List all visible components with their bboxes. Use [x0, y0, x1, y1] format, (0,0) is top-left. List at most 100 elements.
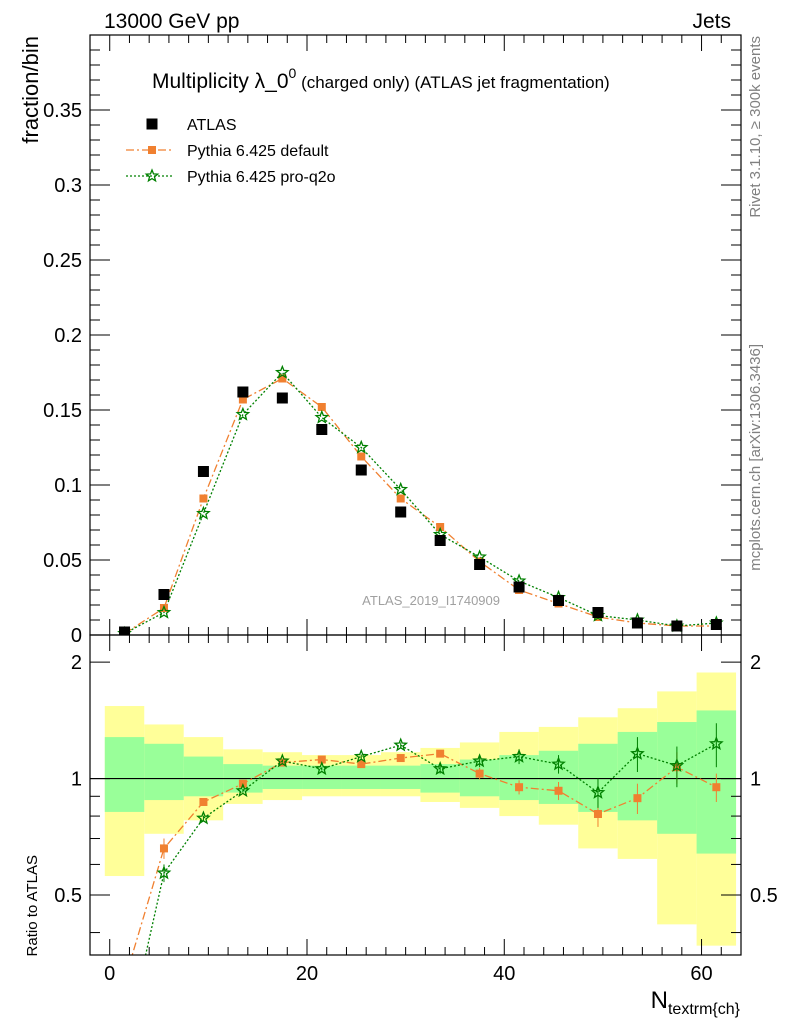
ratio-point-pythia-6-425-pro-q2o-1 [156, 865, 172, 880]
upper-y-tick-label-3: 0.15 [43, 400, 82, 422]
legend-marker-atlas [146, 118, 158, 130]
legend-label-default: Pythia 6.425 default [187, 143, 329, 160]
point-atlas-13 [631, 617, 643, 629]
ratio-point-pythia-6-425-default-9 [475, 769, 484, 778]
legend: ATLAS Pythia 6.425 default Pythia 6.425 … [126, 117, 336, 186]
point-atlas-15 [710, 619, 722, 630]
point-atlas-14 [671, 620, 683, 632]
ratio-point-pythia-6-425-pro-q2o-6 [353, 748, 369, 763]
upper-y-tick-label-2: 0.1 [54, 475, 82, 497]
x-axis-title-main: N [651, 987, 668, 1014]
point-atlas-6 [355, 464, 367, 476]
band-inner-2 [183, 756, 224, 797]
upper-y-tick-labels: 0 0.05 0.1 0.15 0.2 0.25 0.3 0.35 [43, 100, 82, 647]
ratio-point-pythia-6-425-pro-q2o-8 [432, 761, 448, 776]
x-tick-label-2: 40 [493, 963, 515, 985]
legend-label-proq2o: Pythia 6.425 pro-q2o [187, 169, 336, 186]
upper-y-tick-label-6: 0.3 [54, 175, 82, 197]
x-axis-title: Ntextrm{ch} [651, 987, 741, 1018]
ratio-point-pythia-6-425-default-7 [396, 754, 405, 763]
ratio-point-pythia-6-425-default-11 [554, 786, 563, 795]
x-tick-label-0: 0 [104, 963, 115, 985]
point-pythia-6-425-default-4 [278, 374, 287, 383]
point-pythia-6-425-default-6 [357, 452, 366, 461]
point-pythia-6-425-default-2 [199, 494, 208, 503]
ratio-point-pythia-6-425-pro-q2o-7 [393, 737, 409, 752]
point-atlas-10 [513, 581, 525, 593]
x-axis-title-sub: textrm{ch} [668, 1001, 741, 1018]
ratio-line-pythia-6-425-default [131, 752, 717, 955]
lower-ylabel: Ratio to ATLAS [24, 855, 41, 956]
ratio-point-pythia-6-425-default-8 [436, 749, 445, 758]
point-pythia-6-425-pro-q2o-5 [314, 409, 330, 424]
upper-ylabel: fraction/bin [18, 36, 43, 144]
ratio-point-pythia-6-425-default-0 [121, 977, 129, 985]
analysis-watermark: ATLAS_2019_I1740909 [362, 593, 500, 608]
plot-title-tail: (charged only) (ATLAS jet fragmentation) [296, 73, 609, 92]
ratio-point-pythia-6-425-pro-q2o-10 [511, 748, 527, 763]
band-inner-1 [144, 743, 184, 801]
ratio-y-tick-label-left-2: 2 [71, 652, 82, 674]
header-left: 13000 GeV pp [104, 10, 239, 33]
point-atlas-8 [434, 535, 446, 546]
x-tick-label-1: 20 [296, 963, 318, 985]
upper-data-marks [117, 364, 724, 635]
ratio-point-pythia-6-425-pro-q2o-5 [314, 761, 330, 776]
point-pythia-6-425-default-5 [317, 403, 326, 411]
ratio-data-marks [121, 723, 724, 985]
x-tick-label-3: 60 [690, 963, 712, 985]
upper-y-tick-label-7: 0.35 [43, 100, 82, 122]
point-atlas-2 [197, 466, 209, 477]
point-atlas-5 [316, 424, 328, 435]
ratio-point-pythia-6-425-pro-q2o-14 [669, 757, 685, 772]
point-pythia-6-425-default-7 [396, 494, 405, 503]
upper-y-tick-label-1: 0.05 [43, 550, 82, 572]
ratio-y-tick-label-left-0: 0.5 [54, 885, 82, 907]
point-atlas-3 [237, 386, 249, 398]
point-pythia-6-425-pro-q2o-7 [393, 481, 409, 496]
ratio-point-pythia-6-425-default-6 [357, 760, 366, 769]
ratio-point-pythia-6-425-default-5 [317, 755, 326, 764]
lower-y-tick-labels: 0.5 0.5 1 1 2 2 [54, 652, 778, 907]
point-atlas-9 [474, 559, 486, 570]
plot-title: Multiplicity λ_00 (charged only) (ATLAS … [152, 65, 610, 93]
band-inner-6 [341, 765, 381, 789]
upper-y-tick-label-4: 0.2 [54, 325, 82, 347]
ratio-y-tick-label-right-1: 1 [750, 769, 761, 791]
point-atlas-11 [553, 595, 565, 606]
ratio-point-pythia-6-425-pro-q2o-2 [196, 810, 211, 825]
band-inner-5 [302, 765, 342, 789]
point-pythia-6-425-pro-q2o-3 [235, 406, 251, 421]
band-inner-0 [104, 737, 145, 812]
ratio-uncertainty-bands [104, 672, 737, 946]
legend-marker-pythia-6-425-pro-q2o [144, 168, 160, 183]
point-atlas-12 [592, 607, 604, 618]
point-pythia-6-425-pro-q2o-6 [353, 439, 369, 454]
ratio-point-pythia-6-425-default-2 [199, 797, 208, 806]
side-label-top: Rivet 3.1.10, ≥ 300k events [747, 36, 764, 218]
ratio-point-pythia-6-425-pro-q2o-12 [590, 784, 606, 799]
lower-panel-frame [89, 634, 742, 956]
line-pythia-6-425-pro-q2o [124, 371, 717, 635]
ratio-y-tick-label-right-2: 2 [750, 652, 761, 674]
lower-axis-ticks [89, 635, 742, 955]
ratio-point-pythia-6-425-default-10 [515, 783, 524, 792]
ratio-point-pythia-6-425-default-15 [712, 783, 721, 792]
legend-marker-pythia-6-425-default [148, 146, 156, 154]
point-atlas-1 [158, 589, 170, 600]
legend-label-atlas: ATLAS [187, 117, 237, 134]
point-atlas-0 [119, 626, 131, 635]
ratio-point-pythia-6-425-pro-q2o-13 [630, 745, 645, 760]
point-pythia-6-425-pro-q2o-4 [274, 364, 290, 379]
upper-axis-ticks [89, 34, 742, 636]
point-atlas-4 [276, 392, 288, 404]
band-inner-7 [380, 765, 421, 789]
ratio-point-pythia-6-425-default-12 [593, 809, 602, 818]
point-pythia-6-425-pro-q2o-1 [156, 604, 172, 619]
ratio-y-tick-label-left-1: 1 [71, 769, 82, 791]
ratio-point-pythia-6-425-pro-q2o-11 [551, 756, 566, 771]
ratio-point-pythia-6-425-pro-q2o-3 [235, 782, 251, 798]
point-atlas-7 [395, 506, 407, 518]
